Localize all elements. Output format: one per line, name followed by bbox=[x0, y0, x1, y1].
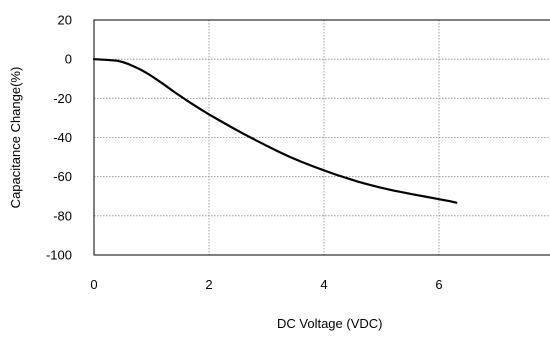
axes bbox=[93, 19, 550, 256]
y-tick-label: -100 bbox=[46, 248, 72, 263]
x-axis-label: DC Voltage (VDC) bbox=[277, 316, 382, 331]
x-tick-label: 2 bbox=[205, 277, 212, 292]
y-tick-label: -40 bbox=[53, 130, 72, 145]
y-tick-label: 20 bbox=[58, 13, 72, 28]
y-tick-label: -20 bbox=[53, 91, 72, 106]
x-tick-label: 0 bbox=[90, 277, 97, 292]
y-tick-label: -60 bbox=[53, 169, 72, 184]
y-tick-label: -80 bbox=[53, 208, 72, 223]
grid bbox=[94, 19, 550, 255]
x-tick-label: 6 bbox=[435, 277, 442, 292]
capacitance-change-curve bbox=[92, 58, 458, 204]
y-tick-label: 0 bbox=[65, 52, 72, 67]
x-tick-labels: 0 2 4 6 bbox=[90, 277, 442, 292]
plot-area-frame bbox=[93, 19, 550, 256]
x-tick-label: 4 bbox=[320, 277, 327, 292]
y-tick-labels: 20 0 -20 -40 -60 -80 -100 bbox=[46, 13, 72, 263]
y-axis-label: Capacitance Change(%) bbox=[8, 67, 23, 209]
series-layer bbox=[92, 58, 458, 204]
